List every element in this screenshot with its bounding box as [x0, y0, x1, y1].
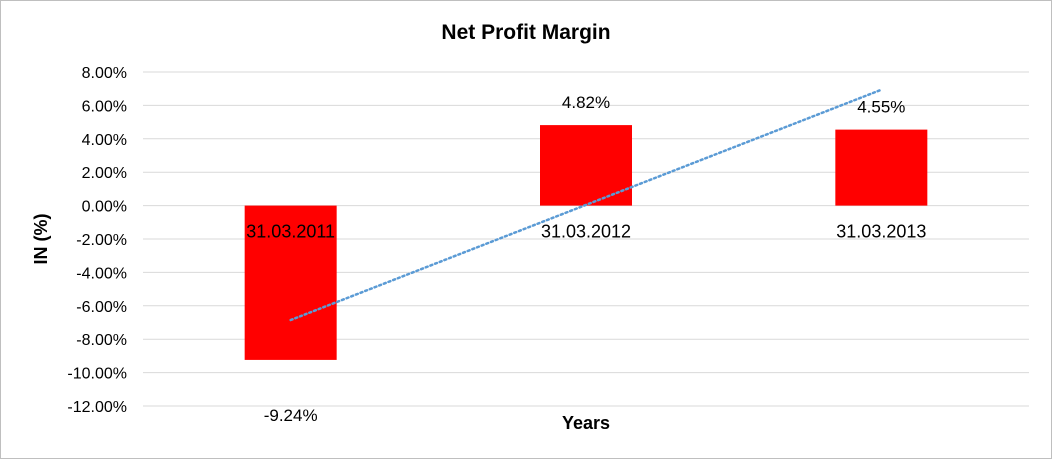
data-label: -9.24%	[264, 406, 318, 425]
bars	[244, 125, 928, 360]
y-tick-label: -8.00%	[76, 332, 127, 349]
y-tick-label: -12.00%	[67, 399, 127, 416]
category-labels: 31.03.2011 31.03.2012 31.03.2013	[246, 222, 926, 242]
data-label: 4.82%	[562, 93, 610, 112]
y-tick-label: 8.00%	[82, 65, 127, 82]
category-label: 31.03.2013	[836, 222, 926, 242]
chart-title: Net Profit Margin	[441, 21, 610, 44]
y-tick-label: -10.00%	[67, 366, 127, 383]
y-tick-label: 0.00%	[82, 199, 127, 216]
y-tick-label: -4.00%	[76, 265, 127, 282]
x-axis-title: Years	[562, 413, 610, 433]
bar	[835, 129, 928, 206]
category-label: 31.03.2012	[541, 222, 631, 242]
y-tick-label: 6.00%	[82, 98, 127, 115]
trendline-layer	[289, 88, 883, 322]
bar	[244, 205, 337, 360]
y-tick-label: 4.00%	[82, 132, 127, 149]
category-label: 31.03.2011	[246, 222, 335, 242]
y-tick-label: -6.00%	[76, 299, 127, 316]
y-tick-label: 2.00%	[82, 165, 127, 182]
y-axis-title: IN (%)	[31, 214, 51, 265]
y-tick-label: -2.00%	[76, 232, 127, 249]
data-label: 4.55%	[857, 98, 905, 117]
y-axis-tick-labels: 8.00% 6.00% 4.00% 2.00% 0.00% -2.00% -4.00% -6.…	[67, 65, 127, 416]
data-labels: -9.24% 4.82% 4.55%	[264, 93, 906, 425]
trendline	[289, 88, 883, 322]
